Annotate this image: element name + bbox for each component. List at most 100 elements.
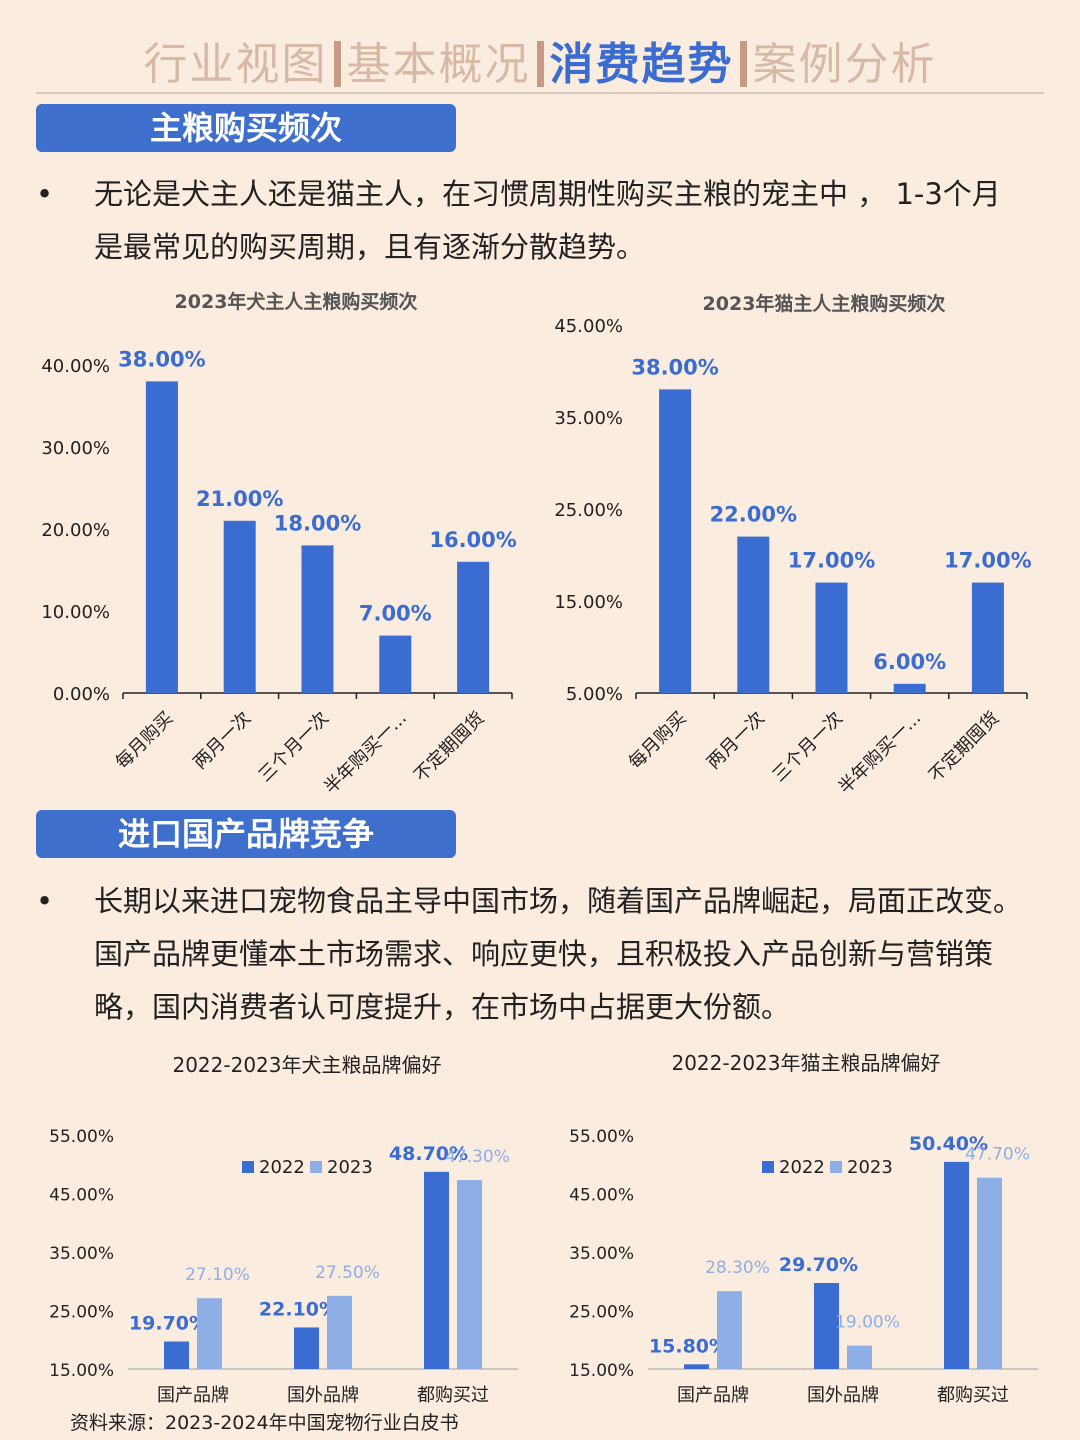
- data-label: 6.00%: [873, 650, 946, 674]
- category-label: 两月一次: [189, 708, 255, 774]
- data-label: 17.00%: [788, 549, 875, 573]
- y-tick-label: 15.00%: [569, 1361, 634, 1381]
- legend-label: 2022: [259, 1157, 305, 1178]
- legend-label: 2023: [847, 1157, 893, 1178]
- data-label-2022: 48.70%: [389, 1143, 468, 1165]
- data-label: 18.00%: [274, 511, 361, 535]
- bar: [223, 520, 256, 693]
- bar: [659, 389, 692, 693]
- y-tick-label: 25.00%: [569, 1303, 634, 1323]
- legend-label: 2022: [779, 1157, 825, 1178]
- bar-2023: [197, 1298, 222, 1369]
- bar-2022: [684, 1364, 709, 1369]
- data-label-2023: 47.30%: [445, 1147, 510, 1167]
- bar-2022: [294, 1327, 319, 1369]
- bar: [145, 381, 178, 693]
- y-tick-label: 15.00%: [49, 1361, 114, 1381]
- legend-swatch-2023: [310, 1161, 322, 1173]
- section2-paragraph: • 长期以来进口宠物食品主导中国市场，随着国产品牌崛起，局面正改变。国产品牌更懂…: [36, 875, 1026, 1034]
- bar: [971, 582, 1004, 693]
- bar-2023: [457, 1180, 482, 1369]
- dog-brand-preference-chart: 2022-2023年犬主粮品牌偏好 15.00% 25.00% 35.00% 45.00…: [49, 1053, 518, 1406]
- chart-title: 2023年犬主人主粮购买频次: [175, 290, 418, 313]
- y-tick-label: 35.00%: [569, 1244, 634, 1264]
- top-nav: 行业视图 基本概况 消费趋势 案例分析: [0, 28, 1080, 92]
- data-label: 16.00%: [429, 528, 516, 552]
- category-label: 国外品牌: [287, 1385, 359, 1406]
- data-label: 38.00%: [118, 347, 205, 371]
- cat-purchase-frequency-chart: 2023年猫主人主粮购买频次 5.00% 15.00% 25.00% 35.00% 45.…: [554, 292, 1031, 799]
- bar-2022: [814, 1283, 839, 1369]
- bar-2023: [977, 1177, 1002, 1369]
- nav-separator: [536, 41, 544, 87]
- source-note: 资料来源：2023-2024年中国宠物行业白皮书: [70, 1412, 459, 1434]
- category-label: 国产品牌: [677, 1385, 749, 1406]
- y-tick-label: 15.00%: [554, 592, 623, 613]
- legend-swatch-2022: [762, 1161, 774, 1173]
- data-label: 38.00%: [631, 355, 718, 379]
- category-label: 不定期囤货: [410, 708, 488, 786]
- data-label-2022: 19.70%: [129, 1313, 208, 1335]
- y-tick-label: 10.00%: [41, 602, 110, 623]
- chart-title: 2022-2023年犬主粮品牌偏好: [172, 1053, 441, 1077]
- bar-2022: [424, 1171, 449, 1369]
- category-label: 国外品牌: [807, 1385, 879, 1406]
- data-label-2022: 50.40%: [909, 1133, 988, 1155]
- bullet-point: •: [36, 177, 54, 211]
- section1-text: 无论是犬主人还是猫主人，在习惯周期性购买主粮的宠主中 ， 1-3个月是最常见的购…: [94, 177, 1001, 264]
- y-tick-label: 25.00%: [49, 1303, 114, 1323]
- y-tick-label: 45.00%: [554, 316, 623, 337]
- bullet-point: •: [36, 884, 54, 918]
- chart-title: 2023年猫主人主粮购买频次: [703, 292, 946, 315]
- bar: [379, 635, 412, 693]
- y-tick-label: 0.00%: [53, 684, 110, 705]
- nav-tab-case-study[interactable]: 案例分析: [752, 39, 937, 90]
- y-tick-label: 35.00%: [554, 408, 623, 429]
- category-label: 都购买过: [417, 1385, 489, 1406]
- section-header-purchase-frequency: 主粮购买频次: [36, 104, 456, 152]
- y-tick-label: 30.00%: [41, 438, 110, 459]
- y-tick-label: 45.00%: [569, 1186, 634, 1206]
- section2-text: 长期以来进口宠物食品主导中国市场，随着国产品牌崛起，局面正改变。国产品牌更懂本土…: [94, 884, 1023, 1024]
- y-tick-label: 25.00%: [554, 500, 623, 521]
- bar-2023: [717, 1291, 742, 1369]
- y-tick-label: 45.00%: [49, 1186, 114, 1206]
- cat-brand-preference-chart: 2022-2023年猫主粮品牌偏好 15.00% 25.00% 35.00% 45.00…: [569, 1051, 1038, 1406]
- chart-title: 2022-2023年猫主粮品牌偏好: [671, 1051, 940, 1075]
- dog-purchase-frequency-chart: 2023年犬主人主粮购买频次 0.00% 10.00% 20.00% 30.00% 40.…: [41, 290, 516, 799]
- nav-separator: [739, 41, 747, 87]
- nav-divider: [36, 92, 1044, 94]
- data-label: 17.00%: [944, 549, 1031, 573]
- data-label-2023: 27.10%: [185, 1265, 250, 1285]
- bar: [457, 561, 490, 693]
- category-label: 不定期囤货: [925, 708, 1003, 786]
- bar-2022: [944, 1161, 969, 1369]
- y-tick-label: 40.00%: [41, 356, 110, 377]
- bar-2022: [164, 1341, 189, 1369]
- legend-swatch-2023: [830, 1161, 842, 1173]
- y-tick-label: 55.00%: [569, 1127, 634, 1147]
- section-header-brand-competition: 进口国产品牌竞争: [36, 810, 456, 858]
- y-tick-label: 35.00%: [49, 1244, 114, 1264]
- data-label-2023: 27.50%: [315, 1263, 380, 1283]
- category-label: 都购买过: [937, 1385, 1009, 1406]
- nav-tab-industry-view[interactable]: 行业视图: [143, 39, 328, 90]
- data-label: 7.00%: [359, 602, 432, 626]
- nav-tab-consumption-trend[interactable]: 消费趋势: [549, 39, 734, 90]
- bar: [893, 683, 926, 693]
- legend-label: 2023: [327, 1157, 373, 1178]
- section1-paragraph: • 无论是犬主人还是猫主人，在习惯周期性购买主粮的宠主中 ， 1-3个月是最常见…: [36, 168, 1026, 274]
- nav-tab-overview[interactable]: 基本概况: [346, 39, 531, 90]
- data-label-2023: 19.00%: [835, 1313, 900, 1333]
- category-label: 每月购买: [625, 708, 691, 774]
- data-label: 21.00%: [196, 487, 283, 511]
- bar: [815, 582, 848, 693]
- data-label-2023: 47.70%: [965, 1145, 1030, 1165]
- category-label: 每月购买: [112, 708, 178, 774]
- nav-separator: [333, 41, 341, 87]
- category-label: 半年购买一...: [320, 708, 411, 799]
- category-label: 三个月一次: [255, 708, 333, 786]
- category-label: 三个月一次: [769, 708, 847, 786]
- category-label: 半年购买一...: [835, 708, 926, 799]
- category-label: 国产品牌: [157, 1385, 229, 1406]
